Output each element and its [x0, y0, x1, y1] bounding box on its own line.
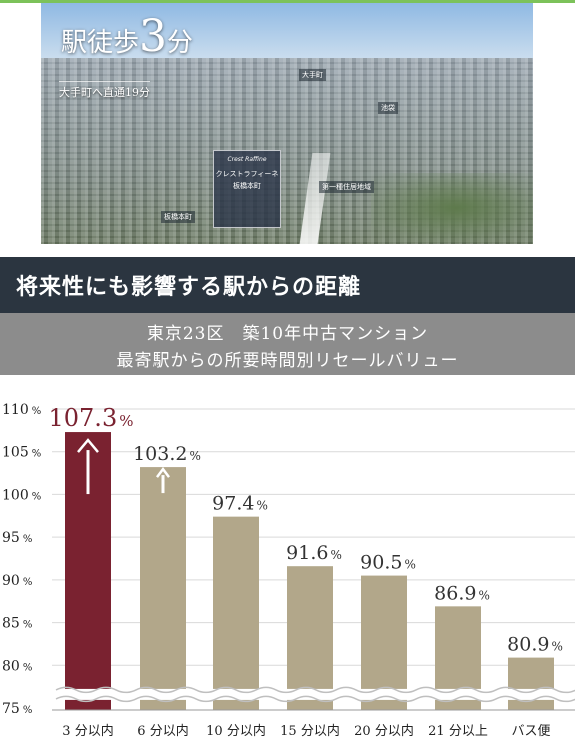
- y-tick-label: 75%: [2, 701, 32, 717]
- bar: [508, 657, 554, 710]
- photo-sky: [41, 3, 533, 63]
- x-category-label: 6 分以内: [137, 723, 188, 739]
- bar: [213, 516, 259, 710]
- photo-title: 駅徒歩3分: [61, 15, 194, 63]
- resale-value-bar-chart: 110 % 105 % 100 % 95 % 90 % 85 % 80 % 75 % 107.3 % 103.2 % 9…: [2, 402, 575, 739]
- chart-subheading: 東京23区 築10年中古マンション 最寄駅からの所要時間別リセールバリュー: [0, 313, 575, 375]
- section-banner: 将来性にも影響する駅からの距離: [0, 257, 575, 313]
- x-category-label: バス便: [511, 724, 550, 739]
- top-accent-line: [0, 0, 575, 3]
- x-category-label: 21 分以上: [428, 724, 488, 739]
- x-category-label: 15 分以内: [280, 723, 340, 739]
- up-arrow-head: [156, 467, 170, 478]
- x-category-label: 10 分以内: [206, 723, 266, 739]
- brand-box: Crest Raffine クレストラフィーネ 板橋本町: [213, 150, 281, 228]
- brand-name: クレストラフィーネ: [215, 170, 279, 178]
- y-tick-label: 85%: [2, 616, 32, 632]
- photo-title-suffix: 分: [167, 28, 194, 58]
- bar-value-label: 97.4%: [212, 493, 268, 515]
- bar-value-label: 86.9%: [434, 582, 490, 604]
- y-tick-label: 105%: [2, 445, 41, 461]
- y-tick-label: 80%: [2, 658, 32, 674]
- photo-label-itabashihoncho: 板橋本町: [161, 211, 195, 223]
- y-tick-label: 100%: [2, 487, 41, 503]
- photo-label-residential-zone: 第一種住居地域: [319, 181, 374, 193]
- axis-break-wave: [55, 695, 575, 703]
- photo-park-area: [371, 173, 533, 243]
- photo-label-ikebukuro: 池袋: [378, 102, 398, 114]
- y-tick-label: 95%: [2, 530, 32, 546]
- bar-value-label: 80.9%: [507, 634, 563, 656]
- photo-title-number: 3: [139, 11, 168, 62]
- y-tick-label: 90%: [2, 573, 32, 589]
- x-category-label: 20 分以内: [354, 723, 414, 739]
- brand-tagline: Crest Raffine: [227, 156, 267, 163]
- x-category-label: 3 分以内: [62, 723, 113, 739]
- axis-break-wave: [55, 686, 575, 694]
- bar: [140, 467, 186, 710]
- bar-value-label: 107.3%: [49, 404, 134, 432]
- bar-value-label: 91.6%: [286, 542, 342, 564]
- banner-heading: 将来性にも影響する駅からの距離: [16, 275, 362, 300]
- bar-value-label: 103.2%: [133, 443, 201, 465]
- bar: [287, 566, 333, 710]
- y-tick-label: 110%: [2, 402, 41, 418]
- photo-subtitle: 大手町へ直通19分: [59, 81, 150, 100]
- axis-break-band: [56, 688, 575, 700]
- brand-location: 板橋本町: [233, 182, 261, 190]
- bar-value-label: 90.5%: [360, 552, 416, 574]
- aerial-city-photo: 駅徒歩3分 大手町へ直通19分 大手町 池袋 第一種住居地域 板橋本町 Cres…: [41, 3, 533, 244]
- up-arrow-head: [77, 438, 99, 453]
- photo-title-prefix: 駅徒歩: [61, 28, 140, 58]
- subheading-line-1: 東京23区 築10年中古マンション: [146, 324, 429, 344]
- photo-label-otemachi: 大手町: [299, 69, 326, 81]
- subheading-line-2: 最寄駅からの所要時間別リセールバリュー: [116, 351, 459, 371]
